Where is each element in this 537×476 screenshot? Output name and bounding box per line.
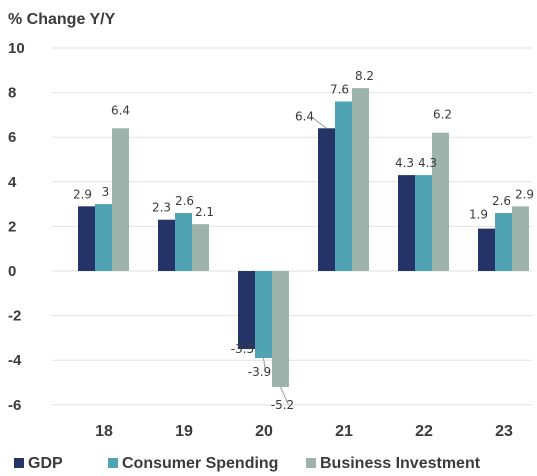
legend-swatch — [108, 458, 118, 468]
y-tick-label: 8 — [8, 85, 16, 102]
label-leader-line — [310, 115, 327, 129]
bars — [78, 88, 529, 387]
data-label: 3 — [102, 185, 110, 199]
data-label: 4.3 — [395, 156, 414, 170]
data-label: 2.9 — [73, 187, 92, 201]
x-tick-label: 19 — [175, 423, 193, 440]
legend-swatch — [306, 458, 316, 468]
bar — [175, 213, 192, 271]
bar — [192, 224, 209, 271]
y-tick-label: 2 — [8, 218, 16, 235]
legend-label: Consumer Spending — [122, 455, 278, 472]
data-label: 6.4 — [295, 109, 314, 123]
bar — [512, 206, 529, 271]
data-label: 2.6 — [492, 194, 511, 208]
x-tick-label: 23 — [495, 423, 513, 440]
gridlines — [52, 47, 532, 406]
legend-label: GDP — [28, 455, 63, 472]
bar — [318, 128, 335, 271]
bar — [272, 271, 289, 387]
bar — [352, 88, 369, 271]
data-label: -3.9 — [248, 365, 271, 379]
bar — [415, 175, 432, 271]
bar — [238, 271, 255, 350]
y-tick-label: 6 — [8, 129, 16, 146]
bar — [255, 271, 272, 358]
legend-swatch — [14, 458, 24, 468]
label-leader-line — [280, 386, 289, 406]
data-label: -5.2 — [271, 398, 294, 412]
bar — [478, 228, 495, 271]
y-tick-label: 10 — [8, 40, 25, 57]
data-label: 2.9 — [515, 187, 534, 201]
bar — [432, 132, 449, 271]
bar — [398, 175, 415, 271]
data-label: 7.6 — [330, 83, 349, 97]
x-tick-label: 22 — [415, 423, 433, 440]
legend-label: Business Investment — [320, 455, 481, 472]
data-label: 1.9 — [469, 208, 488, 222]
data-label: 2.1 — [195, 205, 214, 219]
data-labels: 2.9 36.42.3 2.62.1-3.5-3.9-5.26.47.68.24.3… — [73, 69, 534, 412]
x-tick-label: 21 — [335, 423, 353, 440]
bar — [78, 206, 95, 271]
y-tick-label: -2 — [8, 308, 21, 325]
y-tick-label: -6 — [8, 397, 21, 414]
data-label: 4.3 — [418, 156, 437, 170]
y-tick-label: 0 — [8, 263, 16, 280]
label-leader-line — [263, 357, 266, 373]
data-label: 8.2 — [355, 69, 374, 83]
bar — [158, 219, 175, 271]
y-tick-label: -4 — [8, 352, 22, 369]
bar — [495, 213, 512, 271]
legend: GDP Consumer Spending Business Investment — [14, 455, 481, 472]
data-label: 6.2 — [433, 108, 452, 122]
data-label: 2.6 — [175, 194, 194, 208]
data-label: -3.5 — [231, 342, 254, 356]
bar — [335, 101, 352, 272]
bar — [112, 128, 129, 271]
y-axis-ticks: 10 8 6 4 2 0 -2 -4 -6 — [8, 40, 25, 414]
data-label: 6.4 — [111, 103, 130, 117]
x-tick-label: 20 — [255, 423, 273, 440]
bar — [95, 204, 112, 271]
y-axis-title: % Change Y/Y — [8, 11, 116, 28]
data-label: 2.3 — [152, 201, 171, 215]
x-tick-label: 18 — [95, 423, 113, 440]
x-axis-ticks: 18 19 20 21 22 23 — [95, 423, 513, 440]
y-tick-label: 4 — [8, 174, 17, 191]
